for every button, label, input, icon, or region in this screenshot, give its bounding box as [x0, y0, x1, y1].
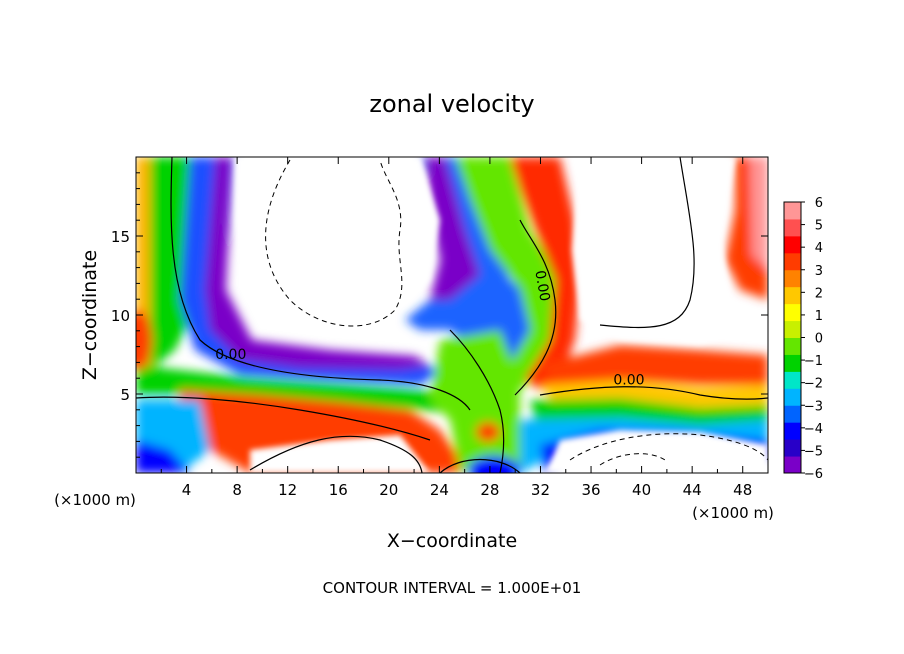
- contour-label: 0.00: [613, 373, 644, 389]
- x-tick-label: 28: [480, 481, 499, 499]
- colorbar-swatch: [784, 354, 801, 372]
- x-unit-label-left: (×1000 m): [54, 491, 136, 509]
- colorbar-tick-label: −6: [804, 467, 823, 482]
- colorbar-swatch: [784, 303, 801, 322]
- colorbar-tick-label: 5: [815, 219, 823, 234]
- y-axis: 5 10 15: [111, 172, 768, 458]
- x-tick-label: 24: [430, 481, 449, 499]
- contour-lines: [136, 157, 768, 473]
- colorbar-swatch: [784, 269, 801, 288]
- contour-lines-negative: [265, 159, 768, 466]
- colorbar-swatch: [784, 456, 801, 474]
- colorbar-tick-label: 3: [815, 264, 823, 279]
- y-tick-label: 5: [120, 386, 130, 404]
- colorbar-tick-label: −4: [804, 422, 823, 437]
- colorbar-swatch: [784, 422, 801, 440]
- contour-label: 0.00: [531, 269, 552, 302]
- colorbar-swatch: [784, 235, 801, 254]
- colorbar-swatch: [784, 405, 801, 423]
- heatmap-field: 0.00 0.00 0.00: [136, 157, 768, 473]
- contour-labels: 0.00 0.00 0.00: [215, 269, 644, 388]
- colorbar-tick-label: −3: [804, 399, 823, 414]
- colorbar-swatch: [784, 388, 801, 406]
- x-tick-label: 48: [733, 481, 752, 499]
- colorbar-tick-label: −1: [804, 354, 823, 369]
- colorbar-tick-label: −2: [804, 377, 823, 392]
- colorbar-tick-label: 0: [815, 332, 823, 347]
- x-axis-label: X−coordinate: [387, 530, 517, 552]
- x-tick-label: 36: [581, 481, 600, 499]
- x-unit-label-right: (×1000 m): [692, 504, 774, 522]
- colorbar-swatch: [784, 320, 801, 338]
- x-axis: 4 8 12 16 20 24 28 32 36 40 44 48: [160, 157, 752, 499]
- x-tick-label: 20: [379, 481, 398, 499]
- x-tick-label: 8: [232, 481, 242, 499]
- colorbar-swatch: [784, 218, 801, 237]
- x-tick-label: 40: [632, 481, 651, 499]
- contour-interval-note: CONTOUR INTERVAL = 1.000E+01: [323, 579, 582, 597]
- chart-title: zonal velocity: [369, 90, 534, 118]
- x-tick-label: 4: [182, 481, 192, 499]
- colorbar-tick-label: 1: [815, 309, 823, 324]
- x-tick-label: 44: [683, 481, 702, 499]
- colorbar-swatch: [784, 439, 801, 457]
- x-tick-label: 12: [278, 481, 297, 499]
- y-tick-label: 15: [111, 228, 130, 246]
- colorbar: 6 5 4 3 2 1 0 −1 −2 −3 −4 −5 −6: [783, 196, 823, 482]
- colorbar-tick-label: 6: [815, 196, 823, 211]
- y-axis-label: Z−coordinate: [79, 250, 101, 380]
- colorbar-tick-label: 4: [815, 241, 823, 256]
- y-tick-label: 10: [111, 307, 130, 325]
- colorbar-swatch: [784, 371, 801, 389]
- colorbar-tick-label: 2: [815, 286, 823, 301]
- colorbar-tick-label: −5: [804, 444, 823, 459]
- colorbar-swatch: [784, 337, 801, 355]
- white-regions: [235, 157, 768, 473]
- x-tick-label: 32: [531, 481, 550, 499]
- x-tick-label: 16: [329, 481, 348, 499]
- colorbar-swatch: [784, 252, 801, 271]
- colorbar-swatch: [784, 286, 801, 305]
- contour-label: 0.00: [215, 347, 246, 363]
- colorbar-swatch: [784, 202, 801, 220]
